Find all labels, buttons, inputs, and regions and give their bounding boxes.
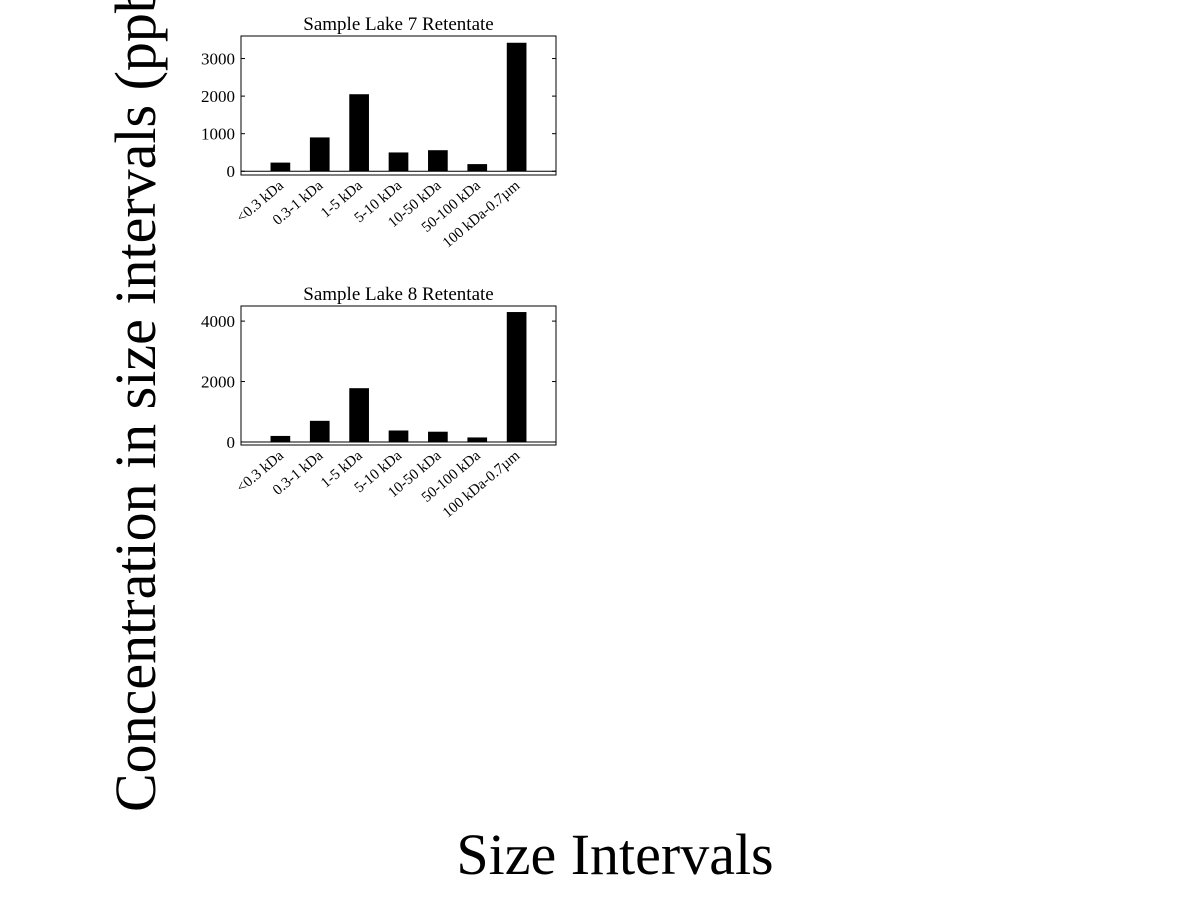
y-tick-label: 0 — [227, 433, 236, 452]
y-tick-label: 0 — [227, 162, 236, 181]
bar — [428, 150, 448, 172]
figure-x-label: Size Intervals — [456, 822, 773, 887]
plot-frame — [240, 35, 557, 176]
bar — [349, 388, 369, 442]
y-tick-label: 1000 — [201, 125, 235, 144]
bar — [428, 431, 448, 442]
bar-chart-panel: Sample Lake 7 Retentate0100020003000<0.3… — [201, 14, 557, 251]
bar — [309, 137, 330, 172]
bar — [467, 164, 488, 172]
chart-title: Sample Lake 7 Retentate — [303, 14, 493, 35]
figure-y-label: Concentration in size intervals (ppb-QS — [103, 0, 168, 812]
bar — [349, 94, 369, 172]
chart-title: Sample Lake 8 Retentate — [303, 284, 493, 305]
y-tick-label: 4000 — [201, 312, 235, 331]
bar — [467, 437, 488, 442]
bar — [388, 430, 409, 442]
bar — [506, 312, 527, 442]
bar — [506, 42, 527, 172]
y-tick-label: 2000 — [201, 373, 235, 392]
y-tick-label: 2000 — [201, 87, 235, 106]
chart-panels: Sample Lake 7 Retentate0100020003000<0.3… — [201, 14, 557, 521]
bar — [388, 152, 409, 172]
bar — [270, 435, 291, 442]
plot-frame — [240, 305, 557, 446]
bar — [309, 420, 330, 442]
y-tick-label: 3000 — [201, 50, 235, 69]
bar — [270, 162, 291, 172]
